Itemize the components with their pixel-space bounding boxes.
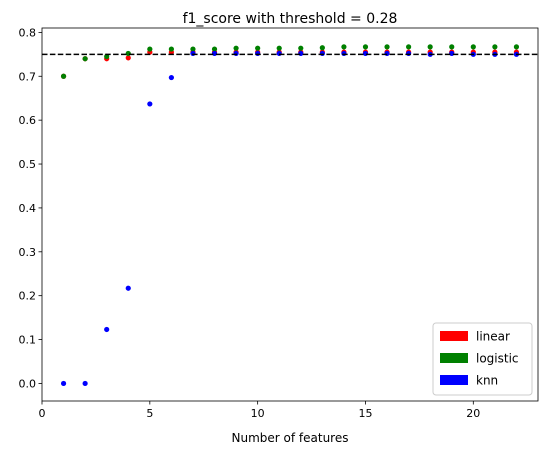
logistic-point: [449, 44, 455, 50]
knn-point: [384, 50, 390, 57]
y-tick-label: 0.4: [19, 202, 37, 215]
chart-title: f1_score with threshold = 0.28: [183, 11, 398, 27]
logistic-point: [319, 45, 325, 51]
linear-point: [125, 55, 131, 61]
logistic-point: [341, 44, 347, 50]
plot-area: [42, 44, 538, 387]
knn-point: [82, 380, 88, 387]
y-tick-label: 0.0: [19, 377, 37, 390]
knn-point: [362, 50, 369, 57]
y-tick-label: 0.1: [19, 334, 37, 347]
knn-point: [60, 380, 67, 387]
x-tick-label: 0: [39, 407, 46, 420]
legend: linear logistic knn: [432, 322, 533, 396]
y-tick-label: 0.8: [19, 26, 37, 39]
logistic-point: [298, 45, 304, 51]
knn-point: [211, 50, 218, 57]
knn-point: [319, 50, 325, 57]
knn-point: [298, 50, 304, 57]
knn-point: [168, 74, 174, 81]
logistic-point: [255, 45, 261, 51]
logistic-point: [211, 46, 218, 52]
knn-point: [255, 50, 261, 57]
logistic-point: [168, 46, 174, 52]
logistic-point: [427, 44, 433, 50]
x-axis-label: Number of features: [232, 431, 349, 445]
logistic-point: [82, 56, 88, 62]
logistic-point: [384, 44, 390, 50]
y-tick-label: 0.7: [19, 70, 37, 83]
series-logistic: [60, 44, 520, 79]
x-tick-label: 15: [358, 407, 372, 420]
x-axis: 0 5 10 15 20: [39, 401, 480, 420]
logistic-point: [190, 46, 196, 52]
knn-point: [341, 50, 347, 57]
y-tick-label: 0.2: [19, 290, 37, 303]
logistic-point: [233, 45, 239, 51]
legend-label-linear: linear: [476, 330, 510, 344]
x-tick-label: 20: [466, 407, 480, 420]
y-axis: 0.0 0.1 0.2 0.3 0.4 0.5 0.6 0.7 0.8: [19, 26, 42, 390]
knn-point: [104, 326, 110, 333]
plot-frame: [41, 27, 539, 402]
y-tick-label: 0.3: [19, 246, 37, 259]
x-tick-label: 10: [251, 407, 265, 420]
logistic-point: [125, 50, 131, 57]
logistic-point: [104, 53, 110, 60]
logistic-point: [492, 44, 498, 50]
logistic-point: [276, 45, 282, 51]
legend-swatch-linear: [440, 331, 468, 341]
logistic-point: [147, 46, 153, 52]
legend-swatch-logistic: [440, 353, 468, 363]
y-tick-label: 0.6: [19, 114, 37, 127]
knn-point: [406, 50, 412, 57]
knn-point: [233, 50, 239, 57]
knn-point: [125, 285, 131, 291]
knn-point: [190, 50, 196, 57]
logistic-point: [406, 44, 412, 50]
legend-swatch-knn: [440, 375, 468, 385]
legend-label-logistic: logistic: [476, 352, 519, 366]
knn-point: [276, 50, 282, 57]
logistic-point: [513, 44, 520, 50]
knn-point: [449, 50, 455, 57]
knn-point: [147, 101, 153, 107]
y-tick-label: 0.5: [19, 158, 37, 171]
logistic-point: [362, 44, 369, 50]
legend-label-knn: knn: [476, 374, 498, 388]
logistic-point: [60, 73, 67, 79]
logistic-point: [470, 44, 476, 50]
x-tick-label: 5: [146, 407, 153, 420]
